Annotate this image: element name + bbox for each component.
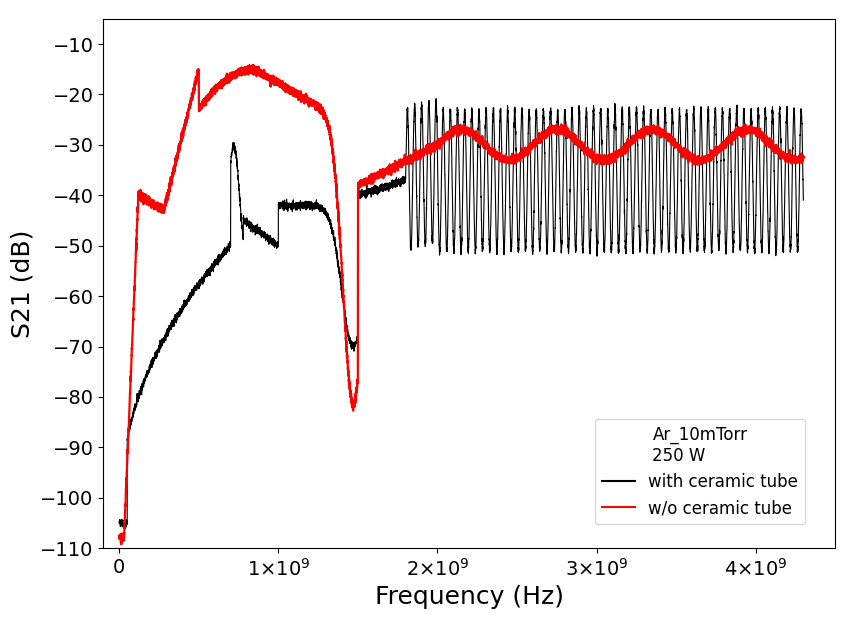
with ceramic tube [658, 195, 668, 203]
Y-axis label: S21 (dB): S21 (dB) [10, 229, 34, 338]
Line: w/o ceramic tube: w/o ceramic tube [119, 65, 803, 544]
w/o ceramic tube [149, 201, 159, 209]
w/o ceramic tube [362, 178, 372, 186]
with ceramic tube [114, 518, 124, 525]
with ceramic tube [798, 197, 808, 204]
with ceramic tube [362, 185, 372, 193]
w/o ceramic tube [116, 541, 127, 548]
w/o ceramic tube [114, 534, 124, 542]
with ceramic tube [149, 355, 159, 363]
with ceramic tube [121, 524, 131, 532]
Legend: with ceramic tube, w/o ceramic tube: with ceramic tube, w/o ceramic tube [595, 419, 805, 524]
with ceramic tube [431, 95, 442, 103]
with ceramic tube [622, 229, 632, 237]
with ceramic tube [548, 244, 559, 252]
w/o ceramic tube [248, 61, 258, 69]
w/o ceramic tube [548, 127, 559, 134]
Line: with ceramic tube: with ceramic tube [119, 99, 803, 528]
X-axis label: Frequency (Hz): Frequency (Hz) [375, 585, 564, 609]
w/o ceramic tube [798, 153, 808, 161]
w/o ceramic tube [658, 132, 668, 139]
w/o ceramic tube [622, 144, 632, 152]
with ceramic tube [519, 202, 530, 210]
w/o ceramic tube [519, 150, 530, 158]
